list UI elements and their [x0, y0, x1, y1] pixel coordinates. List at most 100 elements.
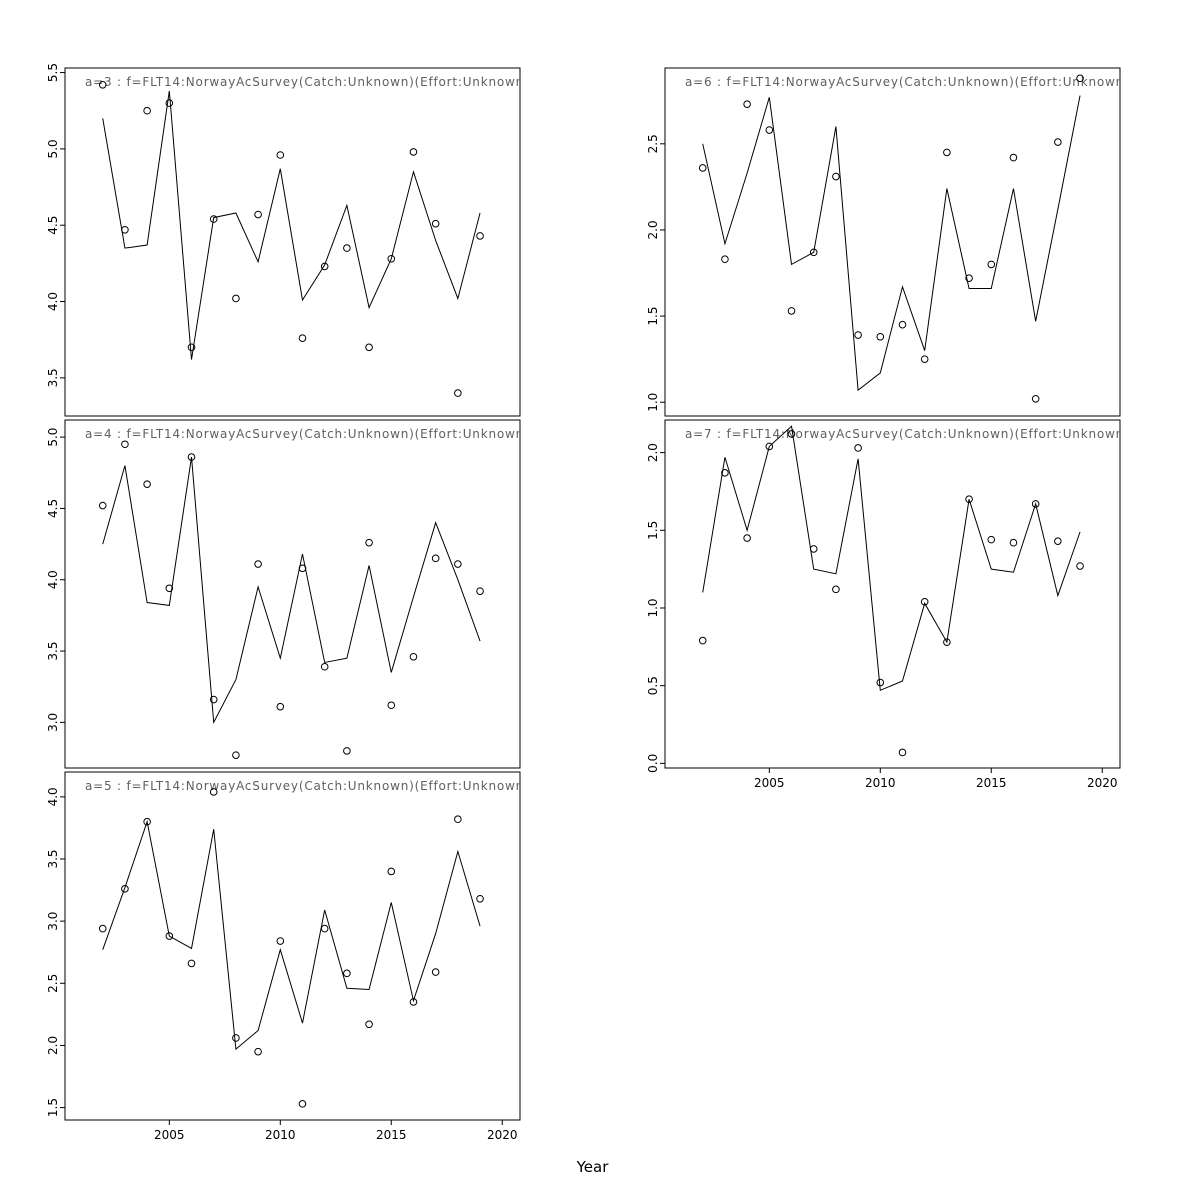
- obs-point: [276, 151, 285, 159]
- obs-point: [121, 885, 129, 893]
- fit-line: [102, 457, 481, 725]
- obs-point: [209, 215, 218, 223]
- x-tick-label: 2005: [754, 776, 785, 790]
- obs-point: [232, 294, 240, 303]
- obs-point: [965, 274, 973, 282]
- obs-point: [276, 937, 285, 945]
- y-tick-label: 5.0: [46, 428, 60, 447]
- y-tick-label: 3.0: [46, 912, 60, 931]
- y-tick-label: 1.5: [46, 1098, 60, 1117]
- obs-point: [987, 260, 996, 269]
- obs-point: [721, 255, 729, 264]
- obs-point: [476, 587, 484, 595]
- obs-point: [121, 440, 129, 449]
- panel-a4: 3.0 3.5 4.0 4.5 5.0 a=4 : f=FLT14:NorwayAcSur…: [46, 419, 524, 769]
- panel-title: a=5 : f=FLT14:NorwayAcSurvey(Catch:Unkno…: [85, 779, 524, 793]
- x-tick-label: 2010: [265, 1128, 296, 1142]
- panel-title: a=4 : f=FLT14:NorwayAcSurvey(Catch:Unkno…: [85, 427, 524, 441]
- obs-point: [320, 262, 329, 271]
- obs-point: [320, 662, 329, 671]
- panel-a3: 3.5 4.0 4.5 5.0 5.5 a=3 : f=FLT14:NorwayAcSur…: [46, 63, 521, 417]
- obs-point: [876, 332, 885, 341]
- obs-point: [832, 172, 840, 181]
- panel-border: [64, 771, 521, 1121]
- obs-point: [409, 652, 418, 661]
- x-tick-label: 2010: [865, 776, 896, 790]
- obs-point: [387, 254, 396, 263]
- x-tick-label: 2020: [1087, 776, 1118, 790]
- obs-point: [409, 148, 418, 156]
- obs-point: [387, 701, 396, 710]
- obs-point: [320, 924, 329, 933]
- obs-point: [743, 534, 751, 542]
- panel-a6: 1.0 1.5 2.0 2.5 a=6 : f=FLT14:NorwayAcSurvey…: [646, 67, 1124, 417]
- obs-point: [920, 355, 929, 363]
- y-tick-label: 3.0: [46, 713, 60, 732]
- obs-point: [898, 748, 907, 757]
- obs-point: [298, 1100, 307, 1108]
- obs-point: [365, 1020, 373, 1029]
- obs-point: [209, 695, 218, 704]
- y-tick-label: 3.5: [46, 642, 60, 661]
- y-tick-label: 4.0: [46, 292, 60, 311]
- obs-point: [1054, 138, 1062, 146]
- obs-point: [298, 334, 307, 342]
- obs-point: [387, 867, 396, 876]
- y-tick-label: 2.0: [646, 220, 660, 239]
- y-tick-label: 1.5: [646, 307, 660, 326]
- y-tick-label: 4.0: [46, 570, 60, 589]
- obs-point: [476, 232, 484, 240]
- obs-point: [698, 164, 707, 172]
- y-tick-label: 1.0: [646, 598, 660, 617]
- obs-point: [454, 389, 462, 397]
- panel-title: a=6 : f=FLT14:NorwayAcSurvey(Catch:Unkno…: [685, 75, 1124, 89]
- obs-point: [298, 564, 307, 573]
- panel-border: [64, 419, 521, 769]
- obs-point: [187, 343, 196, 352]
- x-axis-title: Year: [576, 1158, 609, 1176]
- obs-point: [1076, 562, 1084, 570]
- obs-point: [1031, 500, 1040, 508]
- obs-point: [765, 126, 774, 134]
- obs-point: [343, 244, 351, 252]
- panel-border: [664, 419, 1121, 769]
- obs-point: [920, 597, 929, 606]
- obs-point: [809, 248, 818, 257]
- obs-point: [965, 495, 973, 504]
- obs-point: [143, 106, 151, 115]
- panel-a7: 0.0 0.5 1.0 1.5 2.0 2005 2010 2015 2020 a=7 : f=F…: [646, 419, 1124, 790]
- panel-a5: 1.5 2.0 2.5 3.0 3.5 4.0 2005 2010 2015 2020 a=5 : …: [46, 771, 524, 1142]
- obs-point: [254, 210, 262, 219]
- obs-point: [809, 545, 818, 553]
- obs-point: [454, 560, 462, 568]
- obs-point: [431, 968, 440, 976]
- obs-point: [898, 320, 907, 329]
- y-tick-label: 4.0: [46, 787, 60, 806]
- obs-point: [854, 331, 862, 339]
- obs-point: [721, 469, 729, 477]
- obs-point: [165, 932, 174, 940]
- obs-point: [165, 584, 174, 593]
- obs-point: [431, 554, 440, 563]
- obs-point: [254, 1047, 262, 1056]
- obs-point: [98, 501, 107, 510]
- y-tick-label: 4.5: [46, 216, 60, 235]
- fit-line: [702, 425, 1081, 692]
- y-tick-label: 3.5: [46, 849, 60, 868]
- y-tick-label: 3.5: [46, 368, 60, 387]
- obs-point: [409, 998, 418, 1006]
- panel-title: a=7 : f=FLT14:NorwayAcSurvey(Catch:Unkno…: [685, 427, 1124, 441]
- obs-point: [343, 747, 351, 755]
- obs-point: [232, 751, 240, 759]
- obs-point: [987, 535, 996, 544]
- obs-point: [1054, 537, 1062, 545]
- x-tick-label: 2005: [154, 1128, 185, 1142]
- obs-point: [787, 307, 796, 315]
- obs-point: [431, 219, 440, 228]
- obs-point: [209, 788, 218, 796]
- obs-point: [276, 702, 285, 711]
- obs-point: [187, 453, 196, 461]
- obs-point: [1009, 153, 1018, 162]
- obs-point: [454, 815, 462, 824]
- obs-point: [832, 585, 840, 594]
